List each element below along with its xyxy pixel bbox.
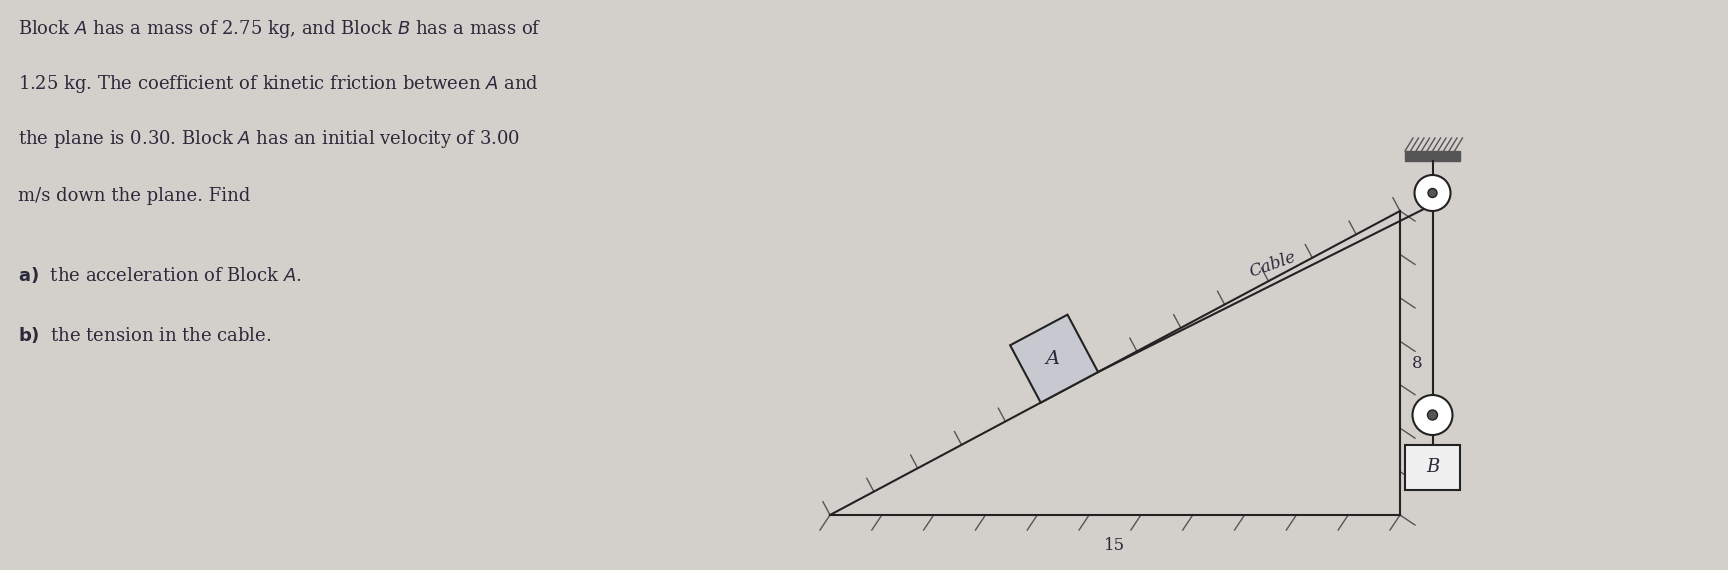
- Text: Block $A$ has a mass of 2.75 kg, and Block $B$ has a mass of: Block $A$ has a mass of 2.75 kg, and Blo…: [17, 18, 541, 40]
- Text: the plane is 0.30. Block $A$ has an initial velocity of 3.00: the plane is 0.30. Block $A$ has an init…: [17, 128, 520, 150]
- Text: 8: 8: [1412, 355, 1422, 372]
- Text: $\mathbf{b)}$  the tension in the cable.: $\mathbf{b)}$ the tension in the cable.: [17, 325, 271, 345]
- Text: 1.25 kg. The coefficient of kinetic friction between $A$ and: 1.25 kg. The coefficient of kinetic fric…: [17, 73, 539, 95]
- Text: A: A: [1045, 349, 1059, 368]
- Polygon shape: [1405, 151, 1460, 161]
- Text: $\mathbf{a)}$  the acceleration of Block $A$.: $\mathbf{a)}$ the acceleration of Block …: [17, 265, 302, 285]
- Circle shape: [1427, 189, 1438, 197]
- FancyBboxPatch shape: [1405, 445, 1460, 490]
- Text: 15: 15: [1104, 537, 1125, 554]
- Text: Cable: Cable: [1248, 249, 1298, 281]
- Circle shape: [1412, 395, 1453, 435]
- Circle shape: [1427, 410, 1438, 420]
- Text: B: B: [1426, 458, 1439, 477]
- Text: m/s down the plane. Find: m/s down the plane. Find: [17, 187, 251, 205]
- Circle shape: [1415, 175, 1450, 211]
- Polygon shape: [1011, 315, 1097, 402]
